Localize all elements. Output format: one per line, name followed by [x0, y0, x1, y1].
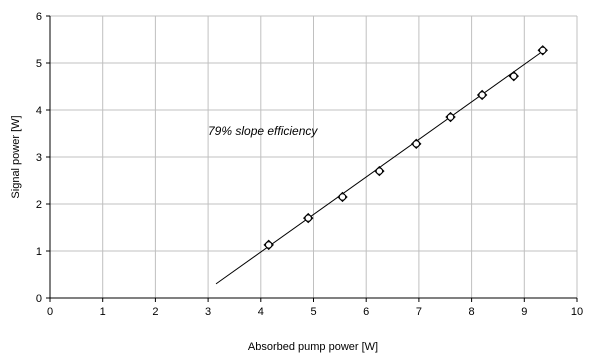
tick-labels: 0 1 2 3 4 5 6 7 8 9 10 0 1 2 3 4 5 6: [36, 11, 583, 318]
data-point: [411, 138, 422, 150]
x-tick-label: 9: [521, 306, 527, 318]
y-tick-label: 0: [36, 293, 42, 305]
data-point: [445, 111, 456, 123]
data-point: [508, 70, 519, 82]
x-tick-label: 2: [152, 306, 158, 318]
x-tick-label: 7: [416, 306, 422, 318]
x-tick-label: 6: [363, 306, 369, 318]
grid: [50, 15, 578, 298]
data-point: [263, 239, 274, 251]
x-tick-label: 0: [47, 306, 53, 318]
data-point: [374, 165, 385, 177]
x-axis-label: Absorbed pump power [W]: [248, 341, 378, 353]
y-tick-label: 2: [36, 199, 42, 211]
data-point: [337, 191, 348, 203]
x-tick-label: 5: [310, 306, 316, 318]
x-tick-label: 4: [258, 306, 264, 318]
y-tick-label: 1: [36, 246, 42, 258]
plot-area: [215, 45, 548, 285]
y-tick-label: 6: [36, 11, 42, 23]
x-tick-label: 1: [100, 306, 106, 318]
y-tick-label: 4: [36, 105, 42, 117]
axes: [46, 15, 578, 302]
y-tick-label: 5: [36, 58, 42, 70]
slope-annotation: 79% slope efficiency: [208, 124, 318, 138]
x-tick-label: 10: [571, 306, 583, 318]
data-point: [537, 45, 548, 56]
y-axis-label: Signal power [W]: [10, 115, 22, 198]
data-point: [303, 212, 314, 224]
x-tick-label: 8: [469, 306, 475, 318]
data-point: [476, 89, 488, 101]
y-tick-label: 3: [36, 152, 42, 164]
x-tick-label: 3: [205, 306, 211, 318]
